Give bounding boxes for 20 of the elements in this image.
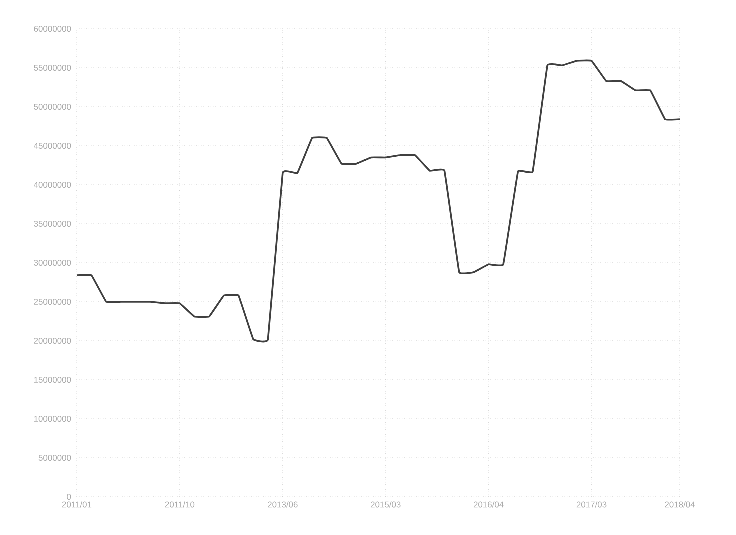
y-tick-label: 35000000 [34, 221, 72, 227]
y-tick-label: 55000000 [34, 65, 72, 71]
y-tick-label: 60000000 [34, 26, 72, 32]
y-tick-label: 5000000 [38, 455, 72, 461]
y-tick-label: 40000000 [34, 182, 72, 188]
y-tick-label: 0 [67, 494, 72, 500]
x-tick-label: 2013/06 [268, 502, 298, 508]
y-tick-label: 15000000 [34, 377, 72, 383]
y-tick-label: 20000000 [34, 338, 72, 344]
y-tick-label: 30000000 [34, 260, 72, 266]
x-tick-label: 2016/04 [474, 502, 504, 508]
x-tick-label: 2011/10 [165, 502, 195, 508]
y-tick-label: 50000000 [34, 104, 72, 110]
x-tick-label: 2017/03 [576, 502, 607, 508]
y-tick-label: 10000000 [34, 416, 72, 422]
y-tick-label: 25000000 [34, 299, 72, 305]
x-tick-label: 2015/03 [370, 502, 401, 508]
x-tick-label: 2011/01 [62, 502, 92, 508]
x-tick-label: 2018/04 [665, 502, 696, 508]
y-tick-label: 45000000 [34, 143, 72, 149]
